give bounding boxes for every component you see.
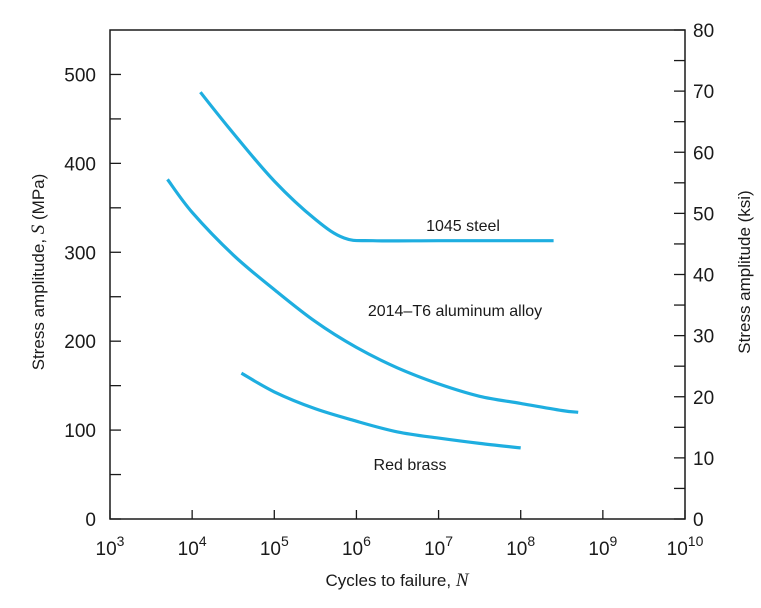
x-tick-label-9: 109	[588, 533, 617, 560]
x-tick-label-7: 107	[424, 533, 453, 560]
x-tick-label-3: 103	[96, 533, 125, 560]
y-right-tick-labels: 0 10 20 30 40 50 60 70 80	[693, 21, 714, 531]
x-tick-label-6: 106	[342, 533, 371, 560]
y-axis-left-title: Stress amplitude, S (MPa)	[28, 174, 49, 371]
x-axis-title: Cycles to failure, N	[325, 570, 469, 591]
x-tick-label-4: 104	[178, 533, 207, 560]
x-tick-base: 10	[342, 539, 363, 560]
x-tick-base: 10	[178, 539, 199, 560]
y-left-tick-label-300: 300	[64, 243, 96, 264]
y-left-tick-label-100: 100	[64, 421, 96, 442]
x-axis-variable: N	[455, 570, 470, 591]
x-tick-base: 10	[588, 539, 609, 560]
x-tick-label-8: 108	[506, 533, 535, 560]
x-tick-exponent: 3	[117, 533, 125, 549]
y-left-tick-label-0: 0	[85, 510, 96, 531]
y-right-tick-label-0: 0	[693, 510, 704, 531]
y-axis-left-title-text: Stress amplitude,	[29, 239, 48, 370]
x-tick-base: 10	[96, 539, 117, 560]
y-left-tick-label-400: 400	[64, 154, 96, 175]
x-tick-base: 10	[506, 539, 527, 560]
y-right-tick-label-80: 80	[693, 21, 714, 42]
y-axis-left-variable: S	[28, 224, 49, 234]
label-red-brass: Red brass	[374, 457, 447, 474]
curve-2014-t6-aluminum-alloy	[166, 178, 579, 414]
y-left-tick-label-200: 200	[64, 332, 96, 353]
y-right-tick-label-20: 20	[693, 388, 714, 409]
x-tick-label-10: 1010	[667, 533, 704, 560]
x-tick-exponent: 10	[688, 533, 704, 549]
y-right-tick-label-10: 10	[693, 449, 714, 470]
x-axis-title-text: Cycles to failure,	[325, 571, 451, 590]
x-tick-exponent: 6	[363, 533, 371, 549]
x-tick-base: 10	[260, 539, 281, 560]
curves	[166, 91, 579, 450]
curve-red-brass	[240, 371, 521, 450]
y-left-tick-label-500: 500	[64, 65, 96, 86]
x-tick-base: 10	[667, 539, 688, 560]
x-tick-label-5: 105	[260, 533, 289, 560]
y-axis-right-title: Stress amplitude (ksi)	[735, 190, 754, 353]
x-tick-exponent: 9	[610, 533, 618, 549]
x-tick-exponent: 4	[199, 533, 207, 549]
plot-frame	[109, 29, 686, 520]
y-axis-left-unit: (MPa)	[29, 174, 48, 220]
y-right-tick-label-70: 70	[693, 82, 714, 103]
x-tick-base: 10	[424, 539, 445, 560]
x-tick-exponent: 7	[445, 533, 453, 549]
x-tick-exponent: 8	[527, 533, 535, 549]
y-right-tick-label-40: 40	[693, 266, 714, 287]
label-2014-t6-aluminum-alloy: 2014–T6 aluminum alloy	[368, 303, 542, 320]
y-right-tick-label-30: 30	[693, 327, 714, 348]
y-right-tick-label-50: 50	[693, 204, 714, 225]
x-tick-labels: 103 104 105 106 107 108 109 1010	[96, 533, 704, 560]
x-tick-exponent: 5	[281, 533, 289, 549]
label-1045-steel: 1045 steel	[426, 218, 500, 235]
y-right-tick-label-60: 60	[693, 143, 714, 164]
curve-1045-steel	[199, 91, 554, 243]
y-left-tick-labels: 0 100 200 300 400 500	[64, 65, 96, 531]
tick-marks	[109, 29, 686, 520]
